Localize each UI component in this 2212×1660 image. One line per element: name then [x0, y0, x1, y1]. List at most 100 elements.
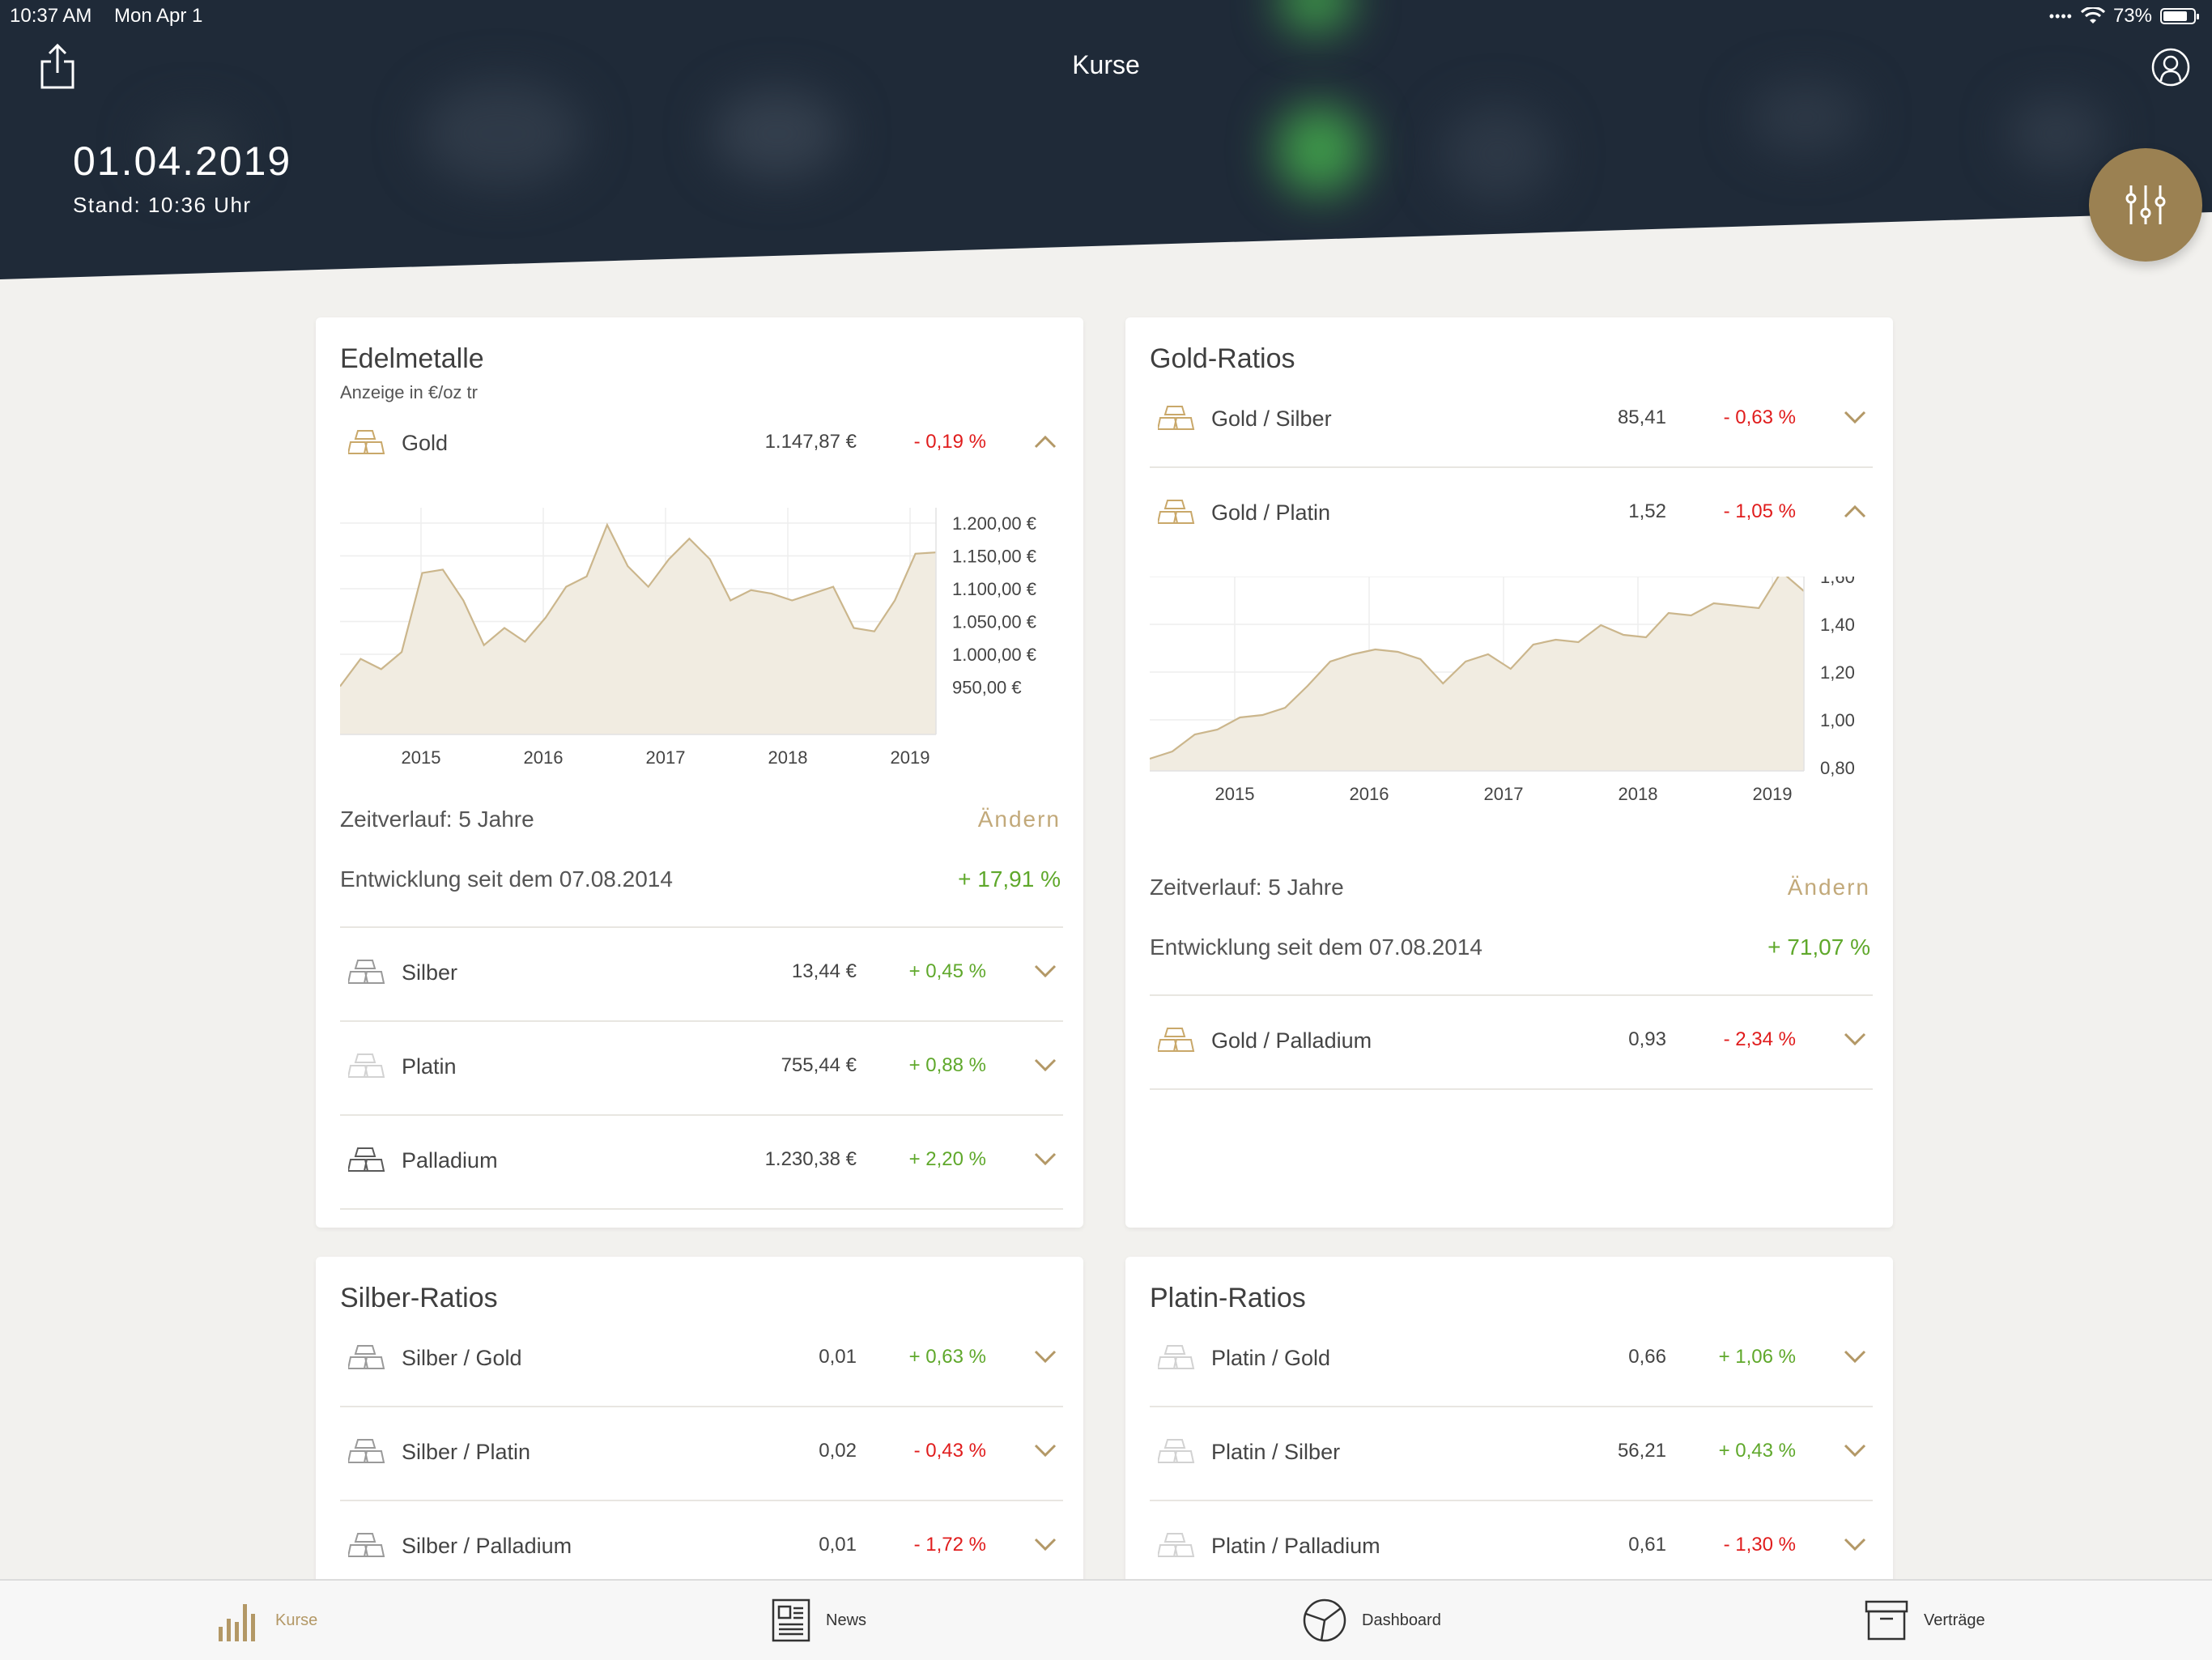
- list-item-silber-platin[interactable]: Silber / Platin 0,02 - 0,43 %: [340, 1407, 1063, 1501]
- silver-bars-icon: [347, 1532, 385, 1564]
- chevron-down-icon[interactable]: [1034, 1058, 1057, 1072]
- status-date: Mon Apr 1: [114, 5, 203, 27]
- item-value: 0,01: [819, 1346, 857, 1368]
- bar-shape: [1163, 1439, 1186, 1449]
- platinum-bars-icon: [1156, 1438, 1195, 1470]
- item-change: - 0,63 %: [1723, 406, 1796, 428]
- bar-shape: [354, 1345, 376, 1355]
- y-tick-label: 1.150,00 €: [952, 547, 1036, 567]
- item-change: + 0,88 %: [908, 1054, 986, 1076]
- item-value: 1.230,38 €: [764, 1148, 857, 1170]
- list-item-platin[interactable]: Platin 755,44 € + 0,88 %: [340, 1022, 1063, 1116]
- chevron-down-icon[interactable]: [1844, 1443, 1866, 1458]
- bar-shape: [1172, 1039, 1195, 1052]
- gold-bars-icon: [1156, 1027, 1195, 1058]
- item-name: Silber: [402, 960, 458, 985]
- item-name: Silber / Platin: [402, 1440, 531, 1464]
- aendern-link[interactable]: Ändern: [1787, 875, 1870, 900]
- y-tick-label: 1.100,00 €: [952, 579, 1036, 599]
- x-tick-label: 2019: [891, 747, 930, 767]
- x-tick-label: 2017: [1484, 784, 1524, 804]
- platinum-bars-icon: [347, 1053, 385, 1084]
- x-tick-label: 2018: [768, 747, 808, 767]
- share-button[interactable]: [37, 42, 78, 91]
- item-name: Silber / Gold: [402, 1346, 522, 1370]
- item-value: 0,61: [1628, 1534, 1666, 1556]
- chevron-down-icon[interactable]: [1844, 1349, 1866, 1364]
- y-tick-label: 1,20: [1820, 662, 1855, 683]
- aendern-link[interactable]: Ändern: [977, 807, 1061, 832]
- x-tick-label: 2016: [524, 747, 564, 767]
- signal-dots-icon: ••••: [2048, 7, 2073, 24]
- sliders-icon: [2125, 185, 2166, 224]
- wifi-icon: [2080, 7, 2105, 23]
- platinum-bars-icon: [1156, 1532, 1195, 1564]
- battery-percent: 73%: [2112, 5, 2152, 27]
- item-name: Platin / Silber: [1211, 1440, 1341, 1464]
- x-tick-label: 2019: [1753, 784, 1793, 804]
- item-value: 0,66: [1628, 1346, 1666, 1368]
- tab-kurse[interactable]: Kurse: [217, 1581, 317, 1660]
- bar-shape: [1163, 1345, 1186, 1355]
- divider: [340, 926, 1063, 928]
- item-name: Gold / Palladium: [1211, 1028, 1372, 1053]
- list-item-platin-silber[interactable]: Platin / Silber 56,21 + 0,43 %: [1150, 1407, 1873, 1501]
- list-item-platin-palladium[interactable]: Platin / Palladium 0,61 - 1,30 %: [1150, 1501, 1873, 1594]
- item-change: + 0,45 %: [908, 960, 986, 982]
- item-value: 755,44 €: [781, 1054, 857, 1076]
- card-edelmetalle: Edelmetalle Anzeige in €/oz tr Gold 1.14…: [316, 317, 1083, 1228]
- list-item-platin-gold[interactable]: Platin / Gold 0,66 + 1,06 %: [1150, 1313, 1873, 1407]
- bar-shape: [1172, 1356, 1195, 1369]
- profile-button[interactable]: [2150, 47, 2191, 87]
- y-tick-label: 1,00: [1820, 710, 1855, 730]
- entwicklung-label: Entwicklung seit dem 07.08.2014: [340, 866, 673, 892]
- filter-button[interactable]: [2089, 148, 2202, 262]
- tab-label: Kurse: [275, 1611, 318, 1629]
- gold-platin-ratio-chart: 1,60 1,40 1,20 1,00 0,80 2015 2016 2017 2018 2019: [1150, 577, 1855, 804]
- item-value: 1,52: [1628, 500, 1666, 522]
- card-title: Silber-Ratios: [340, 1283, 498, 1313]
- item-change: - 2,34 %: [1723, 1028, 1796, 1050]
- chevron-down-icon[interactable]: [1844, 1537, 1866, 1551]
- bar-shape: [363, 1159, 385, 1172]
- chevron-down-icon[interactable]: [1844, 1032, 1866, 1046]
- chevron-down-icon[interactable]: [1034, 1443, 1057, 1458]
- list-item-gold-palladium[interactable]: Gold / Palladium 0,93 - 2,34 %: [1150, 996, 1873, 1090]
- chevron-up-icon[interactable]: [1034, 434, 1057, 449]
- list-item-silber-gold[interactable]: Silber / Gold 0,01 + 0,63 %: [340, 1313, 1063, 1407]
- chevron-down-icon[interactable]: [1844, 410, 1866, 424]
- y-tick-label: 950,00 €: [952, 678, 1022, 698]
- list-item-silber[interactable]: Silber 13,44 € + 0,45 %: [340, 928, 1063, 1022]
- list-item-palladium[interactable]: Palladium 1.230,38 € + 2,20 %: [340, 1116, 1063, 1210]
- chevron-down-icon[interactable]: [1034, 1349, 1057, 1364]
- tab-dashboard[interactable]: Dashboard: [1302, 1581, 1441, 1660]
- item-value: 0,02: [819, 1440, 857, 1462]
- item-name: Platin / Palladium: [1211, 1534, 1380, 1558]
- chevron-up-icon[interactable]: [1844, 504, 1866, 518]
- zeitverlauf-line: Zeitverlauf: 5 Jahre Ändern: [1150, 875, 1870, 900]
- list-item-gold-silber[interactable]: Gold / Silber 85,41 - 0,63 %: [1150, 374, 1873, 468]
- card-title: Platin-Ratios: [1150, 1283, 1306, 1313]
- x-tick-label: 2017: [646, 747, 686, 767]
- item-name: Platin / Gold: [1211, 1346, 1331, 1370]
- card-silber-ratios: Silber-Ratios Silber / Gold 0,01 + 0,63 …: [316, 1257, 1083, 1597]
- list-item-silber-palladium[interactable]: Silber / Palladium 0,01 - 1,72 %: [340, 1501, 1063, 1594]
- bar-shape: [363, 971, 385, 984]
- card-title: Edelmetalle: [340, 343, 484, 374]
- chevron-down-icon[interactable]: [1034, 964, 1057, 978]
- bar-shape: [363, 1065, 385, 1078]
- tab-vertraege[interactable]: Verträge: [1864, 1581, 1985, 1660]
- bar-shape: [1163, 500, 1186, 509]
- item-value: 56,21: [1617, 1440, 1666, 1462]
- list-item-gold[interactable]: Gold 1.147,87 € - 0,19 %: [340, 398, 1063, 491]
- chevron-down-icon[interactable]: [1034, 1151, 1057, 1166]
- item-name: Silber / Palladium: [402, 1534, 572, 1558]
- item-change: - 0,43 %: [913, 1440, 986, 1462]
- tab-news[interactable]: News: [771, 1581, 866, 1660]
- gold-bars-icon: [1156, 405, 1195, 436]
- list-item-gold-platin[interactable]: Gold / Platin 1,52 - 1,05 %: [1150, 468, 1873, 560]
- y-tick-label: 1.000,00 €: [952, 645, 1036, 665]
- item-change: + 2,20 %: [908, 1148, 986, 1170]
- gold-bars-icon: [347, 429, 385, 461]
- chevron-down-icon[interactable]: [1034, 1537, 1057, 1551]
